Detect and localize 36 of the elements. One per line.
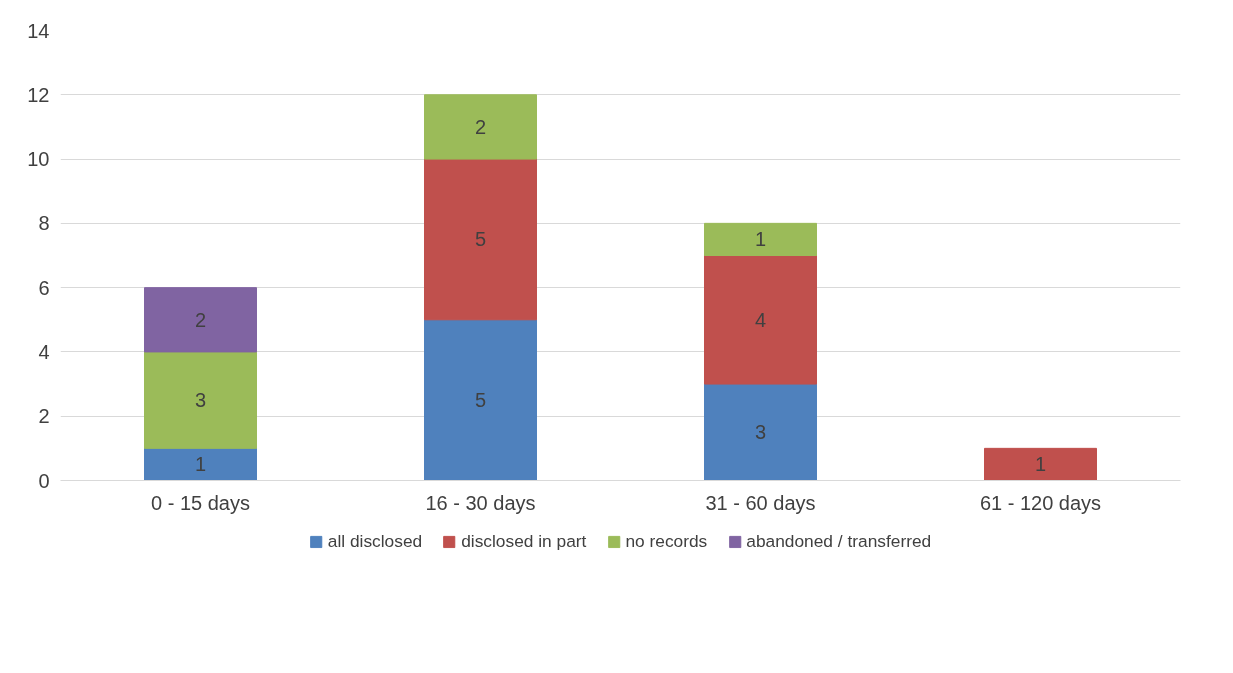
data-label: 5	[474, 389, 487, 412]
y-tick-label: 0	[38, 469, 50, 492]
data-label: 3	[754, 421, 767, 444]
legend-label: all disclosed	[327, 530, 423, 552]
y-tick-label: 14	[27, 19, 50, 42]
y-tick-label: 10	[27, 148, 50, 171]
x-tick-label: 61 - 120 days	[979, 491, 1102, 514]
data-label: 2	[474, 115, 487, 138]
bar	[424, 94, 537, 160]
data-label: 1	[1034, 453, 1047, 476]
x-tick-label: 31 - 60 days	[705, 491, 816, 514]
y-tick-label: 4	[38, 340, 50, 363]
data-label: 1	[194, 453, 207, 476]
bar	[984, 447, 1097, 481]
bar	[144, 447, 257, 481]
bar	[424, 319, 537, 481]
legend-label: abandoned / transferred	[746, 530, 932, 552]
y-tick-label: 6	[38, 276, 50, 299]
bar	[704, 255, 817, 385]
y-tick-label: 8	[38, 212, 50, 235]
y-tick-label: 2	[38, 405, 50, 428]
data-label: 2	[194, 308, 207, 331]
legend-label: disclosed in part	[461, 530, 587, 552]
x-tick-label: 16 - 30 days	[425, 491, 536, 514]
x-tick-label: 0 - 15 days	[151, 491, 250, 514]
bar	[704, 222, 817, 256]
data-label: 1	[754, 228, 767, 251]
data-label: 5	[474, 228, 487, 251]
legend-label: no records	[625, 530, 708, 552]
y-tick-label: 12	[27, 83, 50, 106]
data-label: 3	[194, 389, 207, 412]
bar	[704, 383, 817, 481]
bar	[144, 351, 257, 449]
bar	[424, 158, 537, 321]
bar	[144, 287, 257, 353]
data-label: 4	[754, 308, 767, 331]
